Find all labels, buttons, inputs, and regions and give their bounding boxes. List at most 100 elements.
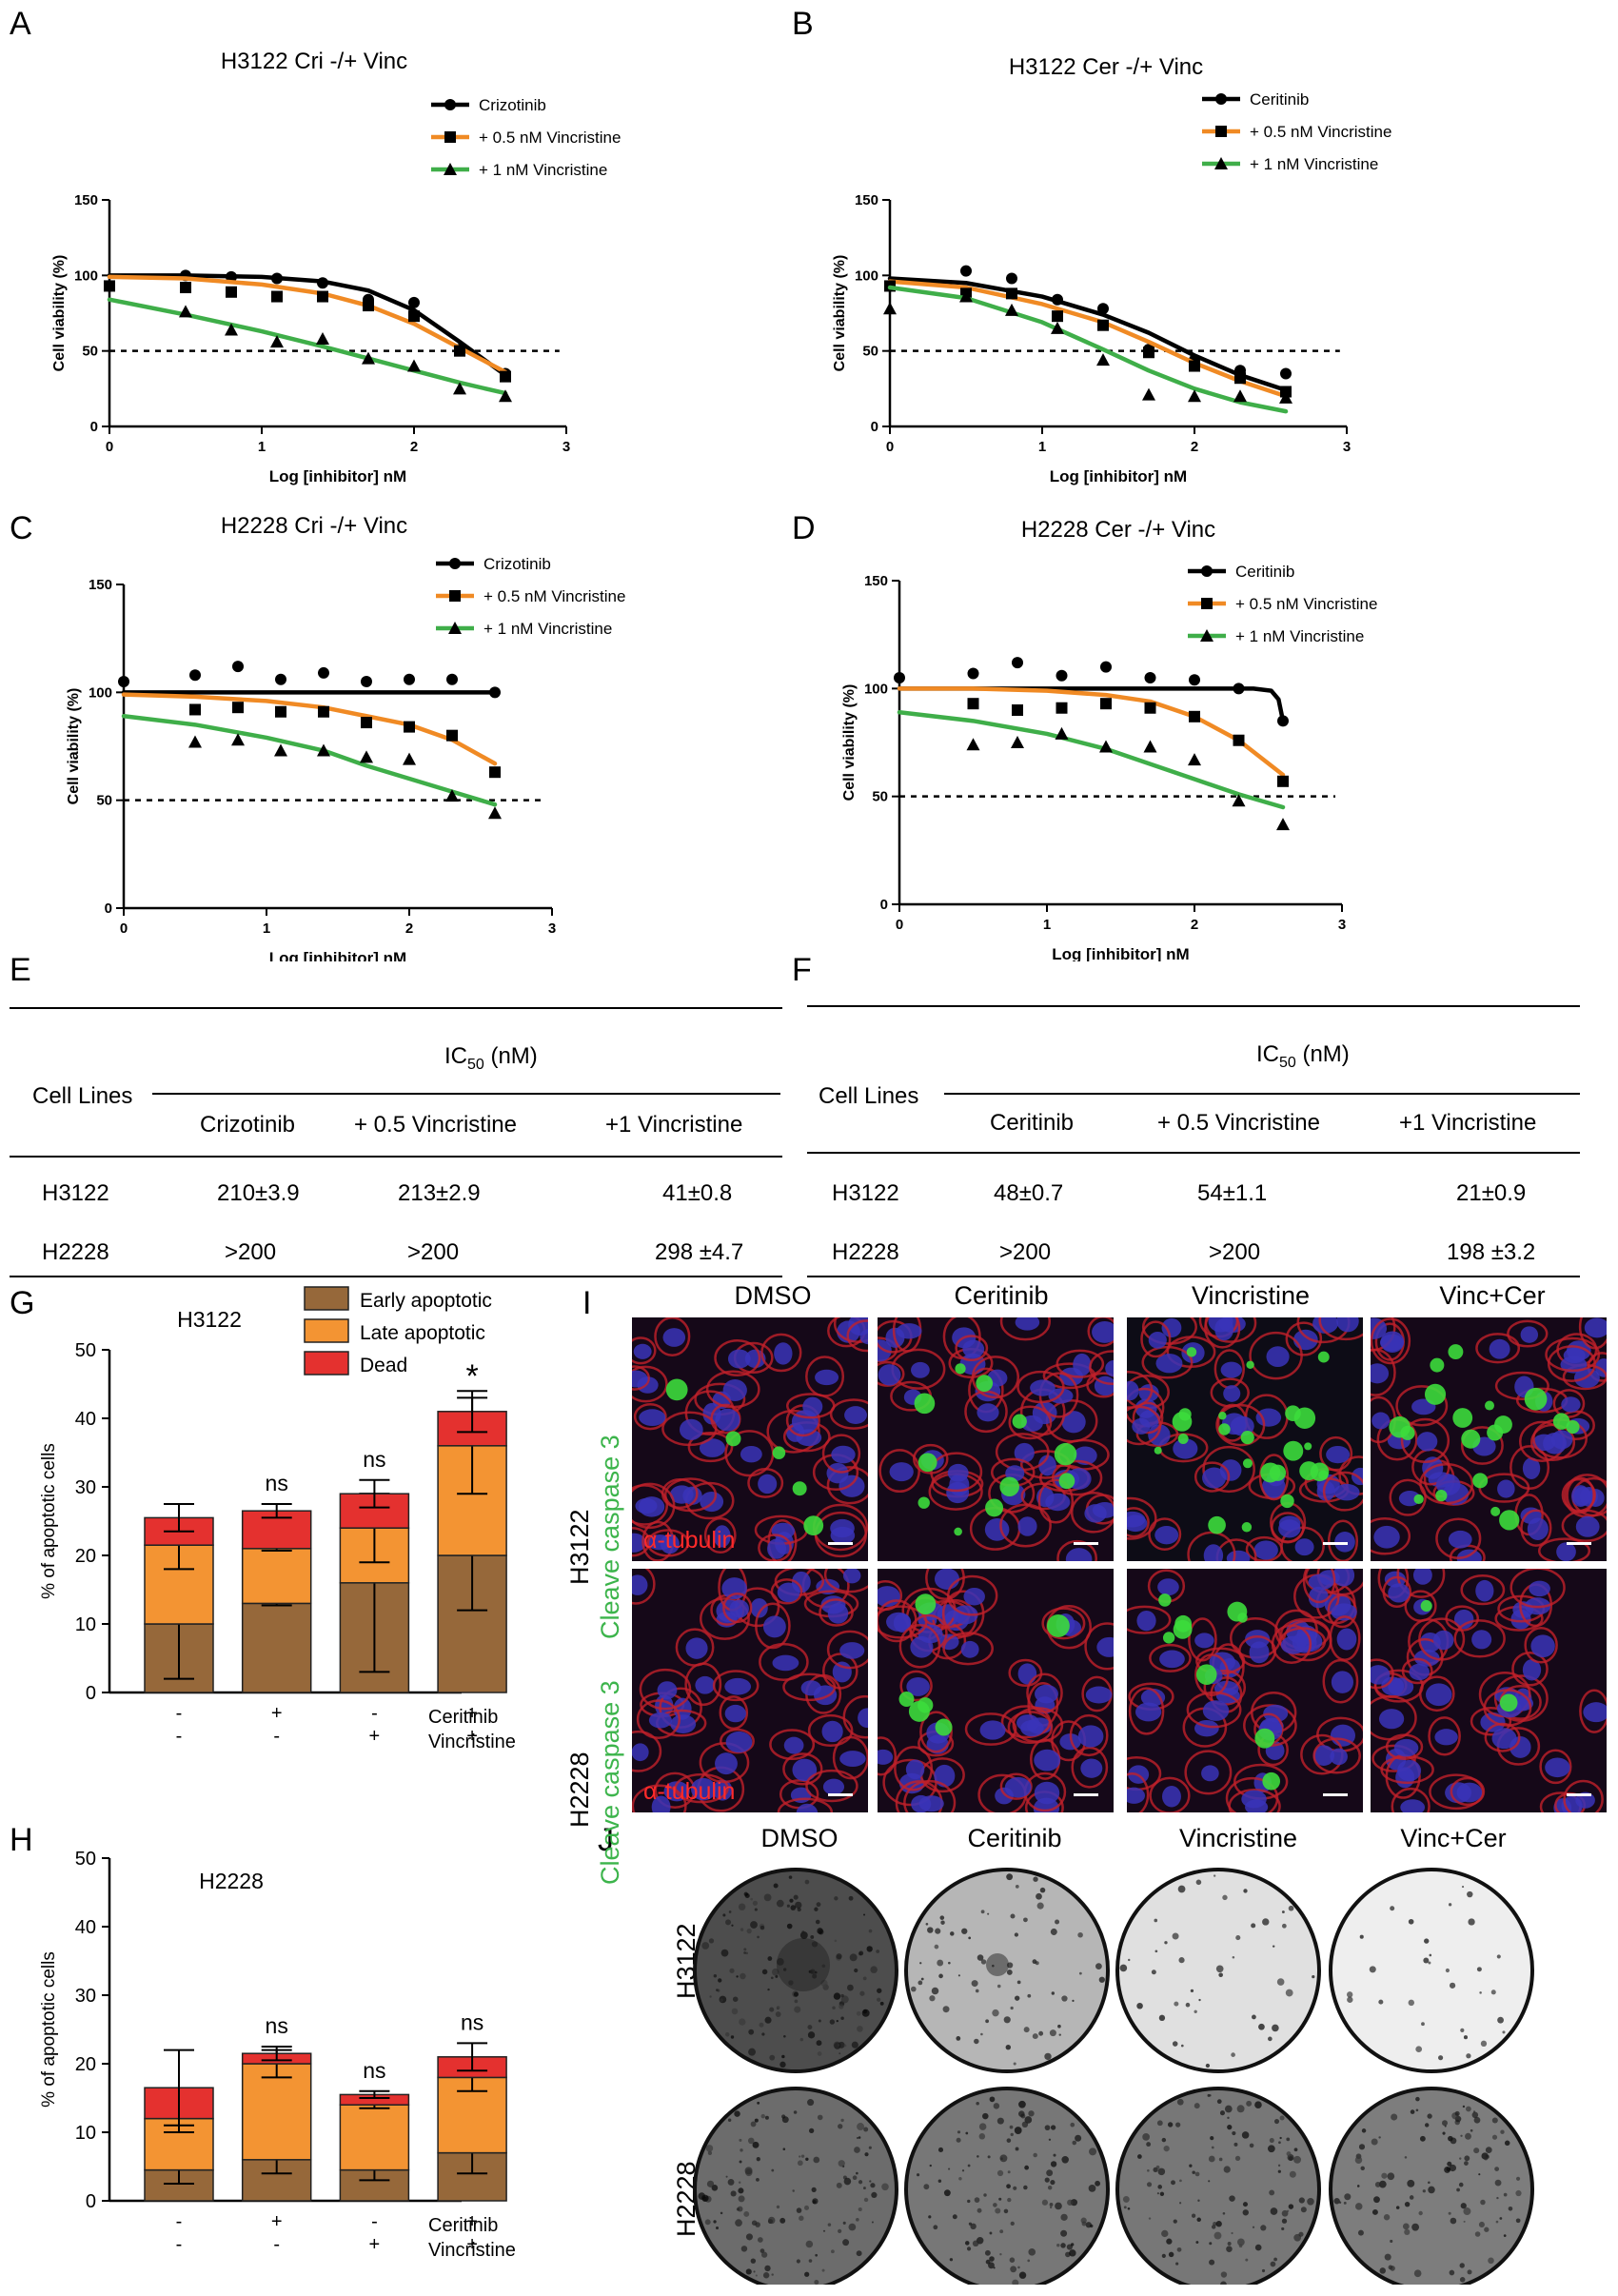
- legend-marker: [444, 163, 457, 175]
- colony-speck: [977, 1954, 984, 1961]
- data-point: [1233, 683, 1245, 695]
- colony-speck: [799, 2037, 804, 2042]
- colony-speck: [1461, 1886, 1465, 1889]
- tubulin-stain: [898, 1623, 941, 1669]
- nucleus: [839, 1475, 865, 1497]
- nucleus: [772, 1654, 799, 1672]
- colony-speck: [999, 2154, 1008, 2163]
- table-f-row-label: H2228: [832, 1239, 899, 1265]
- colony-speck: [776, 1958, 784, 1966]
- nucleus: [1084, 1504, 1107, 1523]
- colony-speck: [919, 1962, 922, 1965]
- colony-speck: [1192, 2170, 1195, 2174]
- nucleus: [1020, 1719, 1044, 1737]
- tubulin-stain: [999, 1503, 1052, 1548]
- colony-speck: [1450, 2217, 1457, 2225]
- colony-speck: [996, 2117, 1004, 2125]
- colony-speck: [811, 1941, 819, 1948]
- colony-speck: [803, 2205, 810, 2210]
- tubulin-stain: [1140, 1320, 1172, 1358]
- nucleus: [1308, 1574, 1334, 1591]
- nucleus: [1017, 1516, 1037, 1536]
- colony-speck: [1464, 2161, 1469, 2166]
- data-point: [118, 676, 129, 687]
- panel-i-row-h3122-stain: Cleave caspase 3: [596, 1435, 624, 1639]
- tubulin-stain: [769, 1729, 816, 1761]
- colony-speck: [816, 2040, 822, 2047]
- caspase-signal: [1046, 1613, 1070, 1637]
- y-axis-label: Cell viability (%): [66, 688, 82, 805]
- colony-speck: [814, 1907, 819, 1911]
- tubulin-stain: [1371, 1317, 1411, 1365]
- colony-speck: [839, 2004, 844, 2009]
- colony-speck: [1151, 1969, 1156, 1975]
- micrograph: [878, 1569, 1114, 1812]
- caspase-signal: [1058, 1473, 1075, 1490]
- nucleus: [1077, 1725, 1104, 1748]
- y-tick-label: 100: [855, 267, 878, 284]
- colony-speck: [764, 2016, 772, 2024]
- colony-speck: [1016, 1980, 1021, 1985]
- colony-speck: [967, 2199, 971, 2204]
- alpha-tubulin-label: α-tubulin: [643, 1527, 735, 1554]
- colony-speck: [862, 2187, 866, 2190]
- data-point: [360, 750, 373, 763]
- treatment-sign: +: [466, 2234, 478, 2255]
- micrograph: [1371, 1569, 1607, 1812]
- nucleus: [1413, 1649, 1440, 1667]
- nucleus: [1471, 1630, 1492, 1650]
- tubulin-stain: [1418, 1675, 1455, 1712]
- colony-speck: [910, 1986, 917, 1992]
- colony-speck: [937, 1959, 944, 1967]
- y-axis-label: Cell viability (%): [51, 255, 68, 372]
- colony-speck: [748, 2029, 755, 2035]
- colony-speck: [1478, 2173, 1481, 2176]
- colony-speck: [1171, 2180, 1175, 2186]
- colony-speck: [760, 2113, 765, 2119]
- colony-speck: [1390, 2239, 1393, 2243]
- caspase-signal: [1566, 1419, 1580, 1435]
- nucleus: [1527, 1517, 1549, 1540]
- nucleus: [1378, 1709, 1405, 1730]
- caspase-signal: [1260, 1462, 1281, 1483]
- data-point: [270, 335, 284, 348]
- colony-speck: [870, 1966, 878, 1973]
- colony-speck: [980, 2032, 983, 2036]
- colony-speck: [1014, 1995, 1020, 2001]
- colony-speck: [1488, 2257, 1494, 2265]
- colony-speck: [1354, 2203, 1363, 2210]
- table-f: Cell Lines IC50 (nM) Ceritinib + 0.5 Vin…: [799, 990, 1618, 1265]
- table-f-bottom-rule: [807, 1276, 1580, 1277]
- fit-curve: [107, 274, 508, 375]
- treatment-sign: +: [466, 1703, 478, 1724]
- nucleus: [1316, 1480, 1335, 1501]
- tubulin-stain: [878, 1599, 918, 1643]
- colony-speck: [1018, 2100, 1026, 2108]
- colony-speck: [754, 1908, 758, 1911]
- colony-speck: [1218, 2157, 1223, 2162]
- colony-speck: [1057, 2024, 1061, 2029]
- tubulin-stain: [1566, 1476, 1595, 1514]
- data-point: [959, 289, 973, 303]
- x-axis-label: Log [inhibitor] nM: [269, 467, 406, 485]
- nucleus: [1140, 1688, 1166, 1707]
- colony-speck: [769, 2007, 775, 2012]
- colony-speck: [797, 1907, 801, 1912]
- colony-speck: [1009, 2257, 1016, 2263]
- y-tick-label: 40: [75, 1409, 96, 1430]
- nucleus: [744, 1349, 766, 1369]
- tubulin-stain: [1524, 1626, 1558, 1664]
- tubulin-stain: [1071, 1746, 1109, 1789]
- colony-speck: [968, 1936, 972, 1940]
- y-axis-label: % of apoptotic cells: [39, 1951, 59, 2108]
- colony-speck: [956, 2137, 961, 2143]
- nucleus: [1017, 1663, 1037, 1685]
- colony-speck: [1176, 2247, 1182, 2252]
- colony-speck: [1463, 2035, 1469, 2040]
- colony-speck: [1215, 2221, 1222, 2227]
- colony-speck: [1423, 1957, 1430, 1964]
- colony-speck: [871, 2191, 878, 2199]
- caspase-signal: [918, 1453, 937, 1473]
- colony-speck: [1219, 2110, 1226, 2116]
- colony-speck: [793, 1991, 799, 1997]
